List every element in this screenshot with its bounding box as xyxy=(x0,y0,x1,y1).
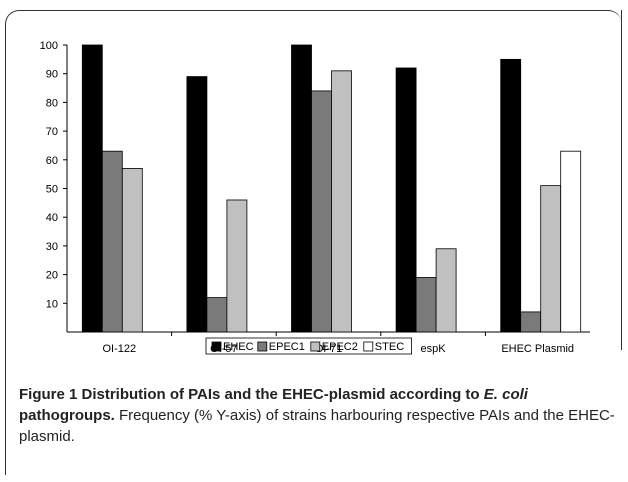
figure-frame-right-edge xyxy=(620,10,622,350)
caption-title: Figure 1 Distribution of PAIs and the EH… xyxy=(19,386,484,403)
y-tick-label: 70 xyxy=(46,126,58,138)
x-tick-label: EHEC Plasmid xyxy=(501,343,574,355)
bar-epec2-3 xyxy=(435,248,457,333)
chart-legend: EHEC EPEC1 EPEC2 STEC xyxy=(205,337,413,355)
x-tick-label: OI-71 xyxy=(315,343,343,355)
y-tick-label: 40 xyxy=(46,212,58,224)
bar-ehec-1 xyxy=(186,76,208,333)
legend-box xyxy=(205,337,413,355)
bar-epec1-3 xyxy=(415,277,437,333)
legend-label-epec2: EPEC2 xyxy=(322,341,358,353)
bar-ehec-2 xyxy=(291,44,312,333)
legend-swatch-ehec xyxy=(211,341,222,352)
bar-epec2-1 xyxy=(226,199,248,333)
bar-epec1-0 xyxy=(101,150,123,333)
bar-epec2-0 xyxy=(121,168,143,333)
bar-stec-4 xyxy=(560,150,582,333)
bar-epec1-2 xyxy=(311,90,332,333)
y-tick-label: 30 xyxy=(46,241,58,253)
bar-epec1-4 xyxy=(520,311,542,333)
legend-label-stec: STEC xyxy=(375,341,404,353)
caption-title-end: pathogroups. xyxy=(19,407,115,424)
figure-caption: Figure 1 Distribution of PAIs and the EH… xyxy=(19,384,619,447)
legend-label-ehec: EHEC xyxy=(223,341,254,353)
legend-swatch-stec xyxy=(363,341,374,352)
legend-swatch-epec1 xyxy=(257,341,268,352)
bar-ehec-3 xyxy=(395,67,417,333)
bar-epec2-2 xyxy=(331,70,352,333)
caption-description: Frequency (% Y-axis) of strains harbouri… xyxy=(19,407,615,445)
legend-swatch-epec2 xyxy=(310,341,321,352)
bar-epec1-1 xyxy=(206,297,228,333)
legend-label-epec1: EPEC1 xyxy=(269,341,305,353)
y-tick-label: 20 xyxy=(46,270,58,282)
bar-ehec-4 xyxy=(500,58,522,333)
y-tick-label: 100 xyxy=(40,40,58,52)
y-tick-label: 90 xyxy=(46,69,58,81)
x-tick-label: OI-122 xyxy=(102,343,136,355)
y-tick-label: 80 xyxy=(46,97,58,109)
y-tick-label: 10 xyxy=(46,298,58,310)
bar-epec2-4 xyxy=(540,185,562,333)
x-tick-label: espK xyxy=(421,343,447,355)
figure-frame xyxy=(5,10,622,475)
caption-species: E. coli xyxy=(483,386,528,403)
y-tick-label: 60 xyxy=(46,155,58,167)
bar-ehec-0 xyxy=(81,44,103,333)
y-tick-label: 50 xyxy=(46,184,58,196)
